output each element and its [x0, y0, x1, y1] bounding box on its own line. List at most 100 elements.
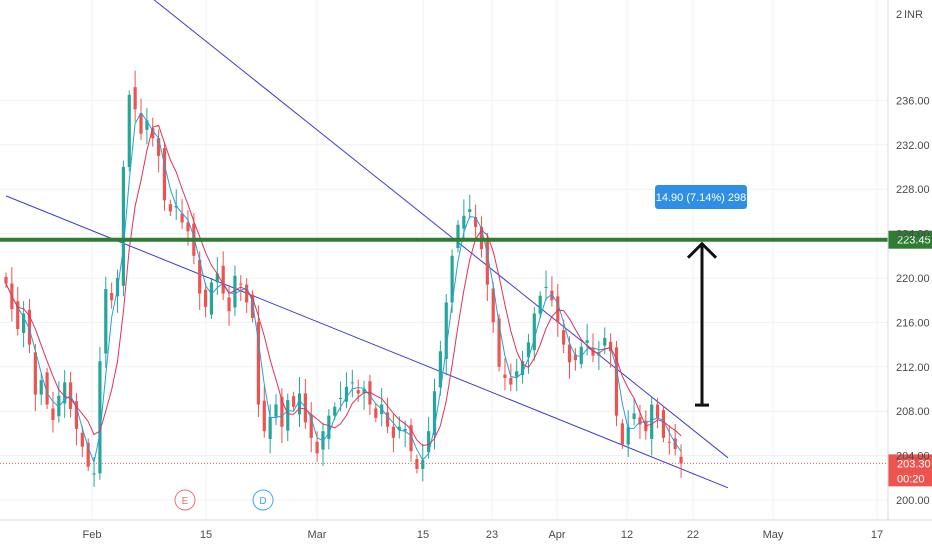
- measure-tool[interactable]: 14.90 (7.14%) 298: [655, 185, 747, 407]
- candle-body: [385, 412, 390, 427]
- candle-body: [315, 441, 319, 454]
- candle-body: [391, 426, 396, 438]
- x-tick-label: 22: [687, 529, 699, 541]
- y-tick-label: 236.00: [896, 95, 930, 107]
- candle-body: [362, 389, 366, 394]
- candle-body: [462, 215, 466, 229]
- candle-body: [374, 408, 378, 418]
- candle-body: [133, 87, 137, 110]
- candle-body: [444, 302, 448, 360]
- candle-body: [227, 297, 231, 312]
- trendline-descending-resistance[interactable]: [141, 0, 729, 459]
- candle-body: [16, 301, 20, 330]
- candle-body: [27, 309, 32, 345]
- candle-body: [468, 209, 472, 212]
- trendline-descending-support[interactable]: [5, 195, 729, 489]
- x-tick-label: 17: [871, 529, 883, 541]
- y-tick-label: 224.00: [896, 229, 930, 241]
- candle-body: [256, 321, 261, 405]
- candle-body: [57, 395, 61, 417]
- measure-label-box: [655, 185, 747, 209]
- candle-body: [157, 138, 161, 156]
- candle-body: [421, 460, 425, 469]
- moving-average-3: [5, 111, 682, 465]
- x-tick-label: May: [763, 529, 784, 541]
- candle-body: [427, 431, 431, 453]
- candle-body: [403, 428, 407, 431]
- candle-body: [268, 416, 272, 439]
- candle-body: [151, 128, 155, 139]
- candle-body: [556, 296, 560, 323]
- candle-body: [209, 282, 214, 315]
- candle-body: [86, 442, 90, 467]
- candle-body: [638, 417, 642, 425]
- candle-body: [562, 330, 566, 345]
- candle-body: [22, 313, 26, 333]
- trendlines[interactable]: [5, 0, 729, 489]
- event-marker-e[interactable]: [174, 489, 196, 511]
- candle-body: [520, 361, 525, 376]
- y-tick-label: 216.00: [896, 317, 930, 329]
- candle-body: [274, 404, 278, 417]
- candle-body: [550, 290, 554, 301]
- candle-body: [63, 382, 67, 404]
- candle-body: [92, 473, 96, 475]
- candle-body: [597, 353, 601, 356]
- candle-body: [145, 120, 149, 130]
- y-tick-label: 232.00: [896, 140, 930, 152]
- candle-body: [180, 213, 184, 223]
- moving-average-6: [5, 124, 682, 447]
- candle-body: [4, 276, 8, 284]
- candle-body: [626, 426, 630, 445]
- y-tick-label: 220.00: [896, 273, 930, 285]
- currency-label: INR: [904, 9, 923, 21]
- candle-body: [186, 222, 190, 232]
- grid: [0, 0, 888, 520]
- y-tick-label: 212.00: [896, 362, 930, 374]
- candle-body: [432, 391, 437, 436]
- candle-body: [51, 408, 55, 421]
- candle-body: [233, 275, 237, 308]
- support-level[interactable]: 223.45 203.30 00:20: [0, 230, 932, 487]
- candle-body: [632, 413, 636, 419]
- candle-body: [280, 396, 284, 427]
- event-marker-letter: D: [259, 496, 266, 507]
- candle-body: [110, 292, 114, 301]
- candle-body: [538, 295, 542, 314]
- candle-body: [98, 361, 102, 474]
- candle-body: [198, 259, 202, 294]
- x-tick-label: 15: [417, 529, 429, 541]
- event-marker-letter: E: [182, 496, 189, 507]
- event-marker-d[interactable]: [252, 489, 274, 511]
- candle-body: [74, 401, 79, 429]
- candle-body: [338, 397, 343, 399]
- candle-body: [139, 113, 143, 134]
- candle-body: [127, 94, 131, 167]
- candle-body: [250, 294, 255, 318]
- candle-body: [356, 390, 360, 394]
- candle-body: [509, 377, 513, 385]
- candle-body: [203, 289, 208, 307]
- candle-body: [397, 426, 401, 431]
- x-tick-label: Mar: [308, 529, 327, 541]
- candle-body: [544, 286, 548, 288]
- candle-body: [292, 396, 296, 407]
- countdown-label: 00:20: [897, 473, 925, 485]
- candle-body: [661, 410, 666, 438]
- x-tick-label: Apr: [548, 529, 565, 541]
- y-tick-label: 200.00: [896, 495, 930, 507]
- candle-body: [45, 372, 49, 405]
- x-tick-label: 15: [200, 529, 212, 541]
- candle-body: [309, 414, 313, 438]
- candle-body: [121, 167, 125, 286]
- measure-label: 14.90 (7.14%) 298: [656, 192, 747, 204]
- candle-body: [474, 216, 478, 227]
- x-tick-label: 23: [486, 529, 498, 541]
- x-tick-label: Feb: [83, 529, 102, 541]
- candle-body: [603, 337, 607, 346]
- candle-body: [350, 382, 354, 384]
- candle-body: [438, 351, 442, 388]
